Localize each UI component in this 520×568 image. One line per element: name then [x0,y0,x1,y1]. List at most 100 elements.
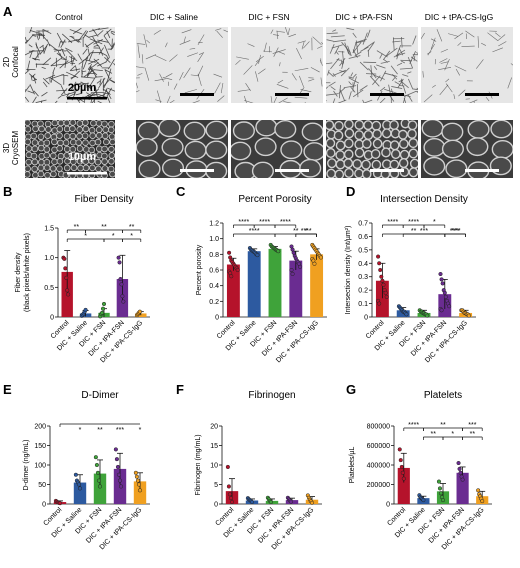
y-tick-label: 400000 [367,463,390,470]
chart-title: D-Dimer [81,390,119,401]
data-point [456,461,461,466]
data-point [235,267,240,273]
significance-label: ** [293,228,299,235]
bar-1 [73,482,87,504]
y-tick-label: 1.2 [209,221,219,228]
data-point [133,470,138,475]
data-point [442,290,447,295]
y-tick-label: 0 [214,502,218,509]
data-point [397,447,402,452]
y-axis-label: Percent porosity [196,244,203,295]
data-point [121,299,126,304]
y-tick-label: 0.5 [44,285,54,292]
micrograph-tile-r0-c0 [25,27,115,103]
chart-title: Platelets [424,390,462,401]
significance-label: * [451,431,454,438]
micrograph-tile-r1-c0 [25,120,115,178]
significance-label: * [433,219,436,226]
y-tick-label: 0 [42,502,46,509]
data-point [116,472,122,477]
y-tick-label: 0 [364,315,368,322]
significance-label: **** [450,228,461,235]
significance-label: ** [470,431,476,438]
bar-1 [247,251,261,317]
significance-label: ** [440,422,446,429]
significance-label: **** [280,219,291,226]
data-point [276,249,281,254]
data-point [83,307,88,312]
micrograph-tile-r0-c3 [326,27,418,103]
bar-2 [93,473,107,504]
panel-letter-b: B [3,184,12,199]
significance-label: * [305,228,308,235]
data-point [96,478,102,483]
y-tick-label: 200000 [367,482,390,489]
micrograph-tile-r1-c3 [326,120,418,178]
significance-label: **** [238,219,249,226]
data-point [457,466,462,471]
data-point [384,294,389,299]
bar-4 [310,254,324,317]
data-point [399,464,404,470]
data-point [113,447,118,452]
significance-label: *** [116,427,124,434]
row-label-confocal: Confocal [11,46,20,78]
data-point [117,478,123,483]
y-tick-label: 50 [38,482,46,489]
y-tick-label: 0.3 [358,274,368,281]
significance-label: ** [411,228,417,235]
significance-label: ** [97,427,103,434]
data-point [73,472,78,477]
data-point [65,288,70,293]
y-tick-label: 0.2 [358,288,368,295]
data-point [100,310,105,315]
panel-letter-e: E [3,382,12,397]
data-point [377,261,382,266]
y-tick-label: 100 [34,463,46,470]
data-point [228,496,234,501]
cryosem-scale-bar-label: 10µm [68,151,97,163]
y-tick-label: 0.1 [358,301,368,308]
data-point [64,275,69,280]
data-point [400,470,405,475]
row-label-cryosem: CryoSEM [11,131,20,166]
y-axis-label-secondary: (black pixels/white pixels) [24,233,31,312]
data-point [101,301,107,306]
panel-letter-c: C [176,184,186,199]
data-point [134,474,139,479]
micrograph-row-label-cryosem: 3D CryoSEM [2,131,20,166]
micrograph-tile-r0-c4 [421,27,513,103]
y-tick-label: 20 [210,424,218,431]
significance-label: **** [408,422,419,429]
data-point [94,462,99,468]
data-point [116,255,121,260]
y-axis-label: Fibrinogen (mg/mL) [195,434,202,495]
x-tick-label: DIC + tPA-FSN [85,506,123,544]
bar-3 [456,472,469,504]
data-point [137,309,142,314]
column-header-fsn: DIC + FSN [248,12,289,22]
y-axis-label: Platelets/µL [349,447,356,484]
confocal-scale-bar-label: 20µm [68,82,97,94]
data-point [447,304,452,309]
data-point [229,274,234,279]
data-point [95,470,100,475]
panel-letter-g: G [346,382,356,397]
y-tick-label: 0.8 [209,252,219,259]
data-point [62,256,67,261]
data-point [438,491,444,496]
data-point [119,282,124,287]
x-tick-label: DIC + tPA-FSN [257,506,295,544]
micrograph-tile-r1-c2 [231,120,323,178]
data-point [460,477,465,482]
chart-d: Intersection Density 0 0.1 0.2 0.3 0.4 0.5 0.6 0… [345,194,476,364]
row-label-2d: 2D [2,57,11,67]
y-tick-label: 600000 [367,443,390,450]
micrograph-tile-r1-c4 [421,120,513,178]
y-tick-label: 1.5 [44,226,54,233]
data-point [117,260,122,265]
data-point [115,464,120,470]
y-tick-label: 0 [386,502,390,509]
data-point [480,499,485,504]
